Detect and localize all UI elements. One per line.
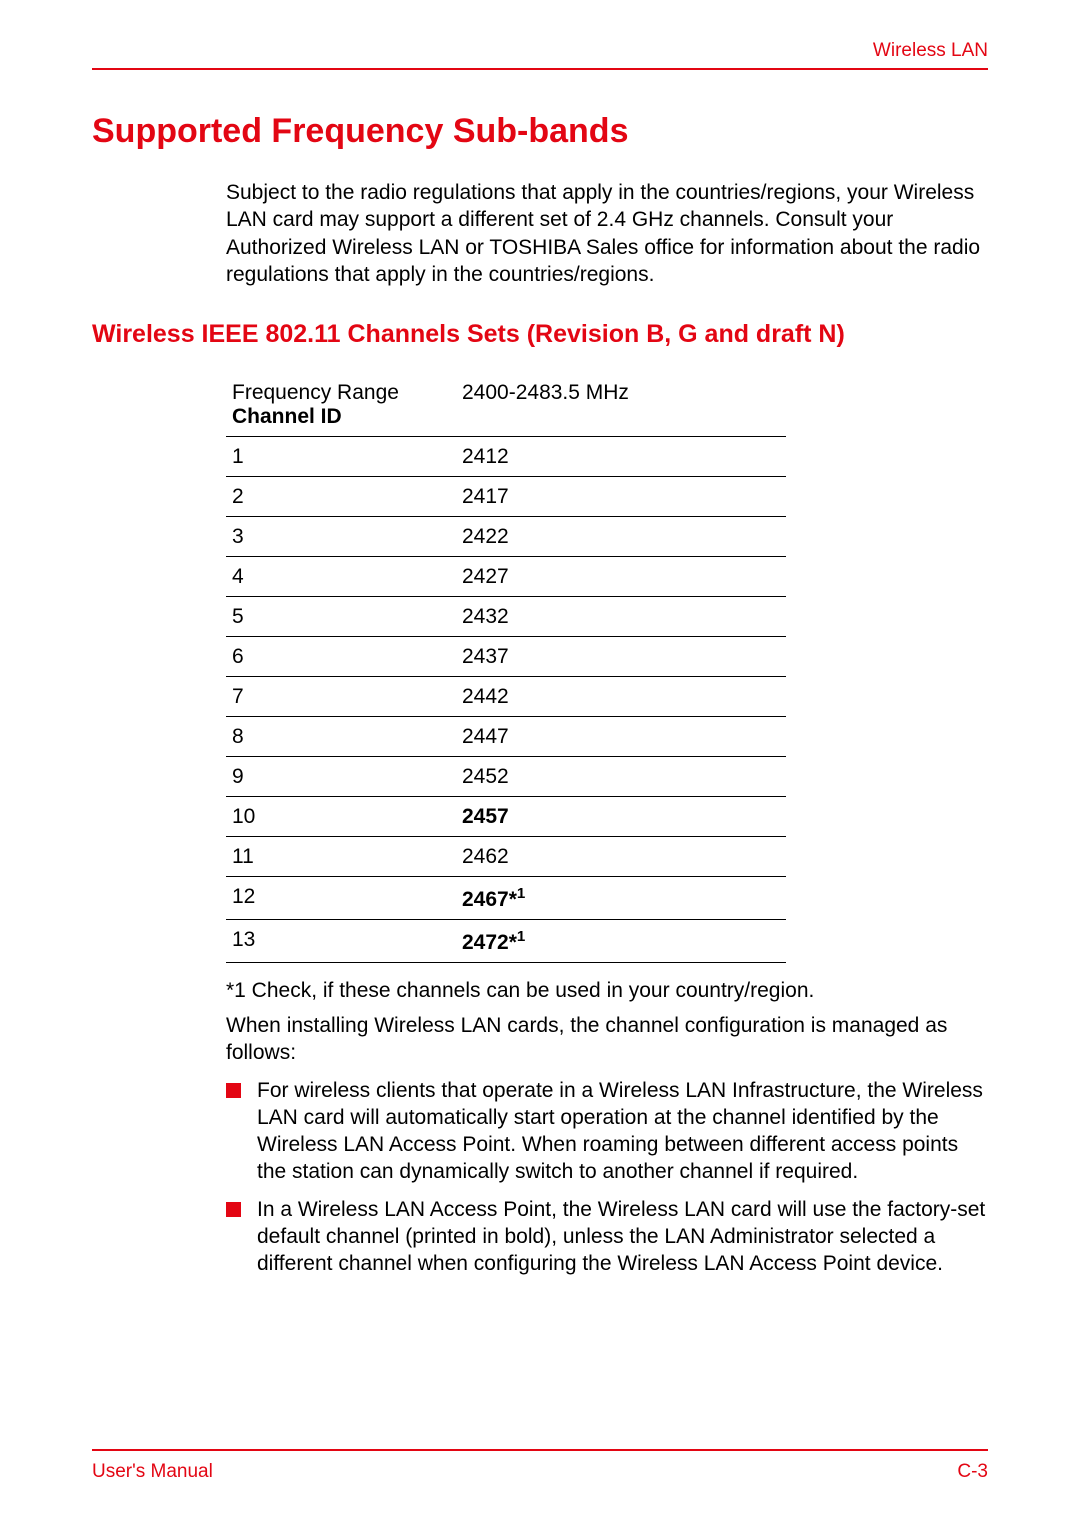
frequency-cell: 2412 [456,436,786,476]
config-paragraph: When installing Wireless LAN cards, the … [226,1012,988,1067]
header-rule [92,68,988,70]
channel-id-cell: 7 [226,676,456,716]
table-row: 52432 [226,596,786,636]
table-row: 12412 [226,436,786,476]
frequency-cell: 2437 [456,636,786,676]
frequency-cell: 2462 [456,836,786,876]
frequency-cell: 2442 [456,676,786,716]
frequency-cell: 2467*1 [456,876,786,919]
channel-id-cell: 5 [226,596,456,636]
bullet-text: In a Wireless LAN Access Point, the Wire… [257,1196,988,1278]
table-row: 62437 [226,636,786,676]
table-header-col1-line2: Channel ID [232,405,342,428]
table-row: 102457 [226,796,786,836]
table-row: 92452 [226,756,786,796]
frequency-cell: 2472*1 [456,919,786,962]
footer-rule [92,1449,988,1451]
channel-id-cell: 10 [226,796,456,836]
footer: User's Manual C-3 [92,1449,988,1483]
frequency-cell: 2457 [456,796,786,836]
footer-left: User's Manual [92,1461,213,1483]
section-heading: Wireless IEEE 802.11 Channels Sets (Revi… [92,318,988,351]
frequency-cell: 2417 [456,476,786,516]
table-row: 72442 [226,676,786,716]
table-row: 112462 [226,836,786,876]
list-item: In a Wireless LAN Access Point, the Wire… [226,1196,988,1278]
table-header-col2: 2400-2483.5 MHz [456,373,786,437]
table-row: 122467*1 [226,876,786,919]
footer-right: C-3 [957,1461,988,1483]
bullet-square-icon [226,1202,241,1217]
frequency-cell: 2452 [456,756,786,796]
frequency-cell: 2447 [456,716,786,756]
frequency-cell: 2427 [456,556,786,596]
channel-id-cell: 6 [226,636,456,676]
channel-id-cell: 2 [226,476,456,516]
channel-id-cell: 12 [226,876,456,919]
page-title: Supported Frequency Sub-bands [92,112,988,151]
channel-id-cell: 9 [226,756,456,796]
channel-id-cell: 1 [226,436,456,476]
channel-id-cell: 13 [226,919,456,962]
bullet-list: For wireless clients that operate in a W… [226,1077,988,1278]
channel-id-cell: 8 [226,716,456,756]
table-row: 32422 [226,516,786,556]
table-header-col1-line1: Frequency Range [232,381,399,404]
frequency-cell: 2422 [456,516,786,556]
table-row: 42427 [226,556,786,596]
header-label: Wireless LAN [92,40,988,62]
intro-paragraph: Subject to the radio regulations that ap… [226,179,988,288]
channels-table: Frequency Range Channel ID 2400-2483.5 M… [226,373,786,963]
frequency-cell: 2432 [456,596,786,636]
list-item: For wireless clients that operate in a W… [226,1077,988,1186]
bullet-text: For wireless clients that operate in a W… [257,1077,988,1186]
table-row: 82447 [226,716,786,756]
footnote: *1 Check, if these channels can be used … [226,977,988,1004]
table-row: 132472*1 [226,919,786,962]
channel-id-cell: 11 [226,836,456,876]
bullet-square-icon [226,1083,241,1098]
table-row: 22417 [226,476,786,516]
channel-id-cell: 4 [226,556,456,596]
channel-id-cell: 3 [226,516,456,556]
